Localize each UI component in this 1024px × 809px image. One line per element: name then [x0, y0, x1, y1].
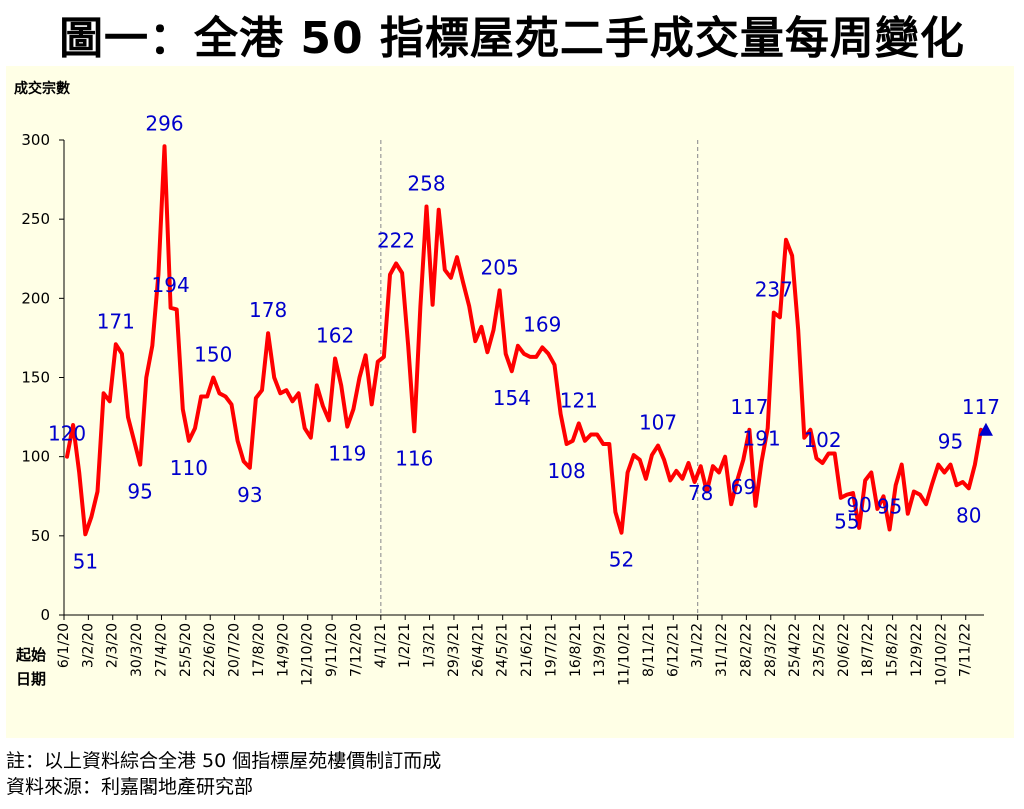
x-tick-label: 3/1/22	[690, 623, 706, 668]
x-tick-label: 6/12/21	[665, 623, 681, 677]
data-label: 95	[877, 495, 902, 519]
x-tick-label: 8/11/21	[641, 623, 657, 677]
data-label: 52	[609, 548, 634, 572]
data-label: 194	[152, 273, 190, 297]
x-tick-label: 13/9/21	[592, 623, 608, 677]
data-label: 121	[560, 388, 598, 412]
data-label: 169	[523, 312, 561, 336]
data-label: 117	[962, 395, 1000, 419]
data-label: 95	[127, 480, 152, 504]
x-tick-label: 28/3/22	[763, 623, 779, 677]
data-label: 110	[170, 456, 208, 480]
y-tick-label: 0	[40, 606, 50, 624]
x-tick-label: 6/1/20	[56, 623, 72, 668]
data-label: 154	[493, 386, 531, 410]
footnote: 註：以上資料綜合全港 50 個指標屋苑樓價制訂而成 資料來源：利嘉閣地產研究部	[6, 748, 441, 800]
x-tick-label: 12/9/22	[909, 623, 925, 677]
data-label: 162	[316, 324, 354, 348]
data-label: 120	[48, 422, 86, 446]
data-label: 69	[731, 475, 756, 499]
x-tick-label: 9/11/20	[324, 623, 340, 677]
data-label: 95	[938, 430, 963, 454]
x-tick-label: 11/10/21	[617, 623, 633, 686]
chart-title: 圖一：全港 50 指標屋苑二手成交量每周變化	[59, 13, 965, 64]
x-tick-label: 10/10/22	[933, 623, 949, 686]
data-label: 237	[755, 278, 793, 302]
last-point-marker	[978, 422, 993, 436]
data-label: 171	[97, 309, 135, 333]
line-chart: 成交宗數 0 50 100 150 200 250 300 6/1/20 3/2/20 2/3/20…	[14, 80, 1000, 688]
x-tick-label: 29/3/21	[446, 623, 462, 677]
data-label: 258	[407, 172, 445, 196]
data-label: 78	[688, 481, 713, 505]
x-tick-label: 17/8/20	[251, 623, 267, 677]
data-label: 51	[73, 549, 98, 573]
y-tick-label: 100	[21, 448, 50, 466]
y-tick-label: 50	[31, 527, 50, 545]
x-tick-label: 4/1/21	[373, 623, 389, 668]
x-tick-label: 15/8/22	[885, 623, 901, 677]
x-tick-label: 27/4/20	[153, 623, 169, 677]
x-tick-label: 20/6/22	[836, 623, 852, 677]
data-label: 205	[481, 255, 519, 279]
x-tick-label: 7/11/22	[958, 623, 974, 677]
y-tick-label: 250	[21, 210, 50, 228]
data-label: 102	[803, 428, 841, 452]
x-tick-label: 2/3/20	[105, 623, 121, 668]
x-tick-label: 24/5/21	[495, 623, 511, 677]
data-label: 80	[956, 503, 981, 527]
x-tick-label: 25/4/22	[787, 623, 803, 677]
footnote-note: 註：以上資料綜合全港 50 個指標屋苑樓價制訂而成	[6, 750, 442, 772]
x-tick-label: 19/7/21	[543, 623, 559, 677]
series-line	[65, 144, 983, 537]
data-label: 117	[730, 395, 768, 419]
x-tick-label: 18/7/22	[860, 623, 876, 677]
x-tick-label: 14/9/20	[275, 623, 291, 677]
y-axis-label: 成交宗數	[14, 80, 70, 97]
y-tick-label: 300	[21, 131, 50, 149]
data-label: 55	[834, 510, 859, 534]
data-label: 107	[639, 411, 677, 435]
y-tick-label: 200	[21, 289, 50, 307]
chart-area: 成交宗數 0 50 100 150 200 250 300 6/1/20 3/2/20 2/3/20…	[6, 66, 1014, 738]
data-label: 116	[395, 446, 433, 470]
footnote-source: 資料來源：利嘉閣地產研究部	[6, 776, 254, 798]
data-label: 93	[237, 483, 262, 507]
data-label: 191	[743, 426, 781, 450]
x-tick-label: 12/10/20	[300, 623, 316, 686]
data-label: 108	[548, 459, 586, 483]
data-label: 178	[249, 298, 287, 322]
x-tick-label: 28/2/22	[738, 623, 754, 677]
data-label: 222	[377, 229, 415, 253]
data-label: 119	[328, 442, 366, 466]
data-label: 90	[846, 493, 871, 517]
data-label: 296	[145, 111, 183, 135]
x-tick-label: 1/3/21	[422, 623, 438, 668]
y-tick-label: 150	[21, 369, 50, 387]
x-tick-label: 30/3/20	[129, 623, 145, 677]
x-axis-label: 起始	[15, 646, 46, 664]
x-tick-label: 21/6/21	[519, 623, 535, 677]
x-tick-label: 25/5/20	[178, 623, 194, 677]
x-axis-label: 日期	[16, 670, 46, 688]
x-tick-label: 20/7/20	[227, 623, 243, 677]
x-tick-label: 16/8/21	[568, 623, 584, 677]
data-label: 150	[194, 343, 232, 367]
x-tick-label: 7/12/20	[348, 623, 364, 677]
x-tick-label: 31/1/22	[714, 623, 730, 677]
x-tick-label: 22/6/20	[202, 623, 218, 677]
x-tick-label: 1/2/21	[397, 623, 413, 668]
x-tick-label: 26/4/21	[470, 623, 486, 677]
x-tick-label: 3/2/20	[80, 623, 96, 668]
x-tick-label: 23/5/22	[811, 623, 827, 677]
